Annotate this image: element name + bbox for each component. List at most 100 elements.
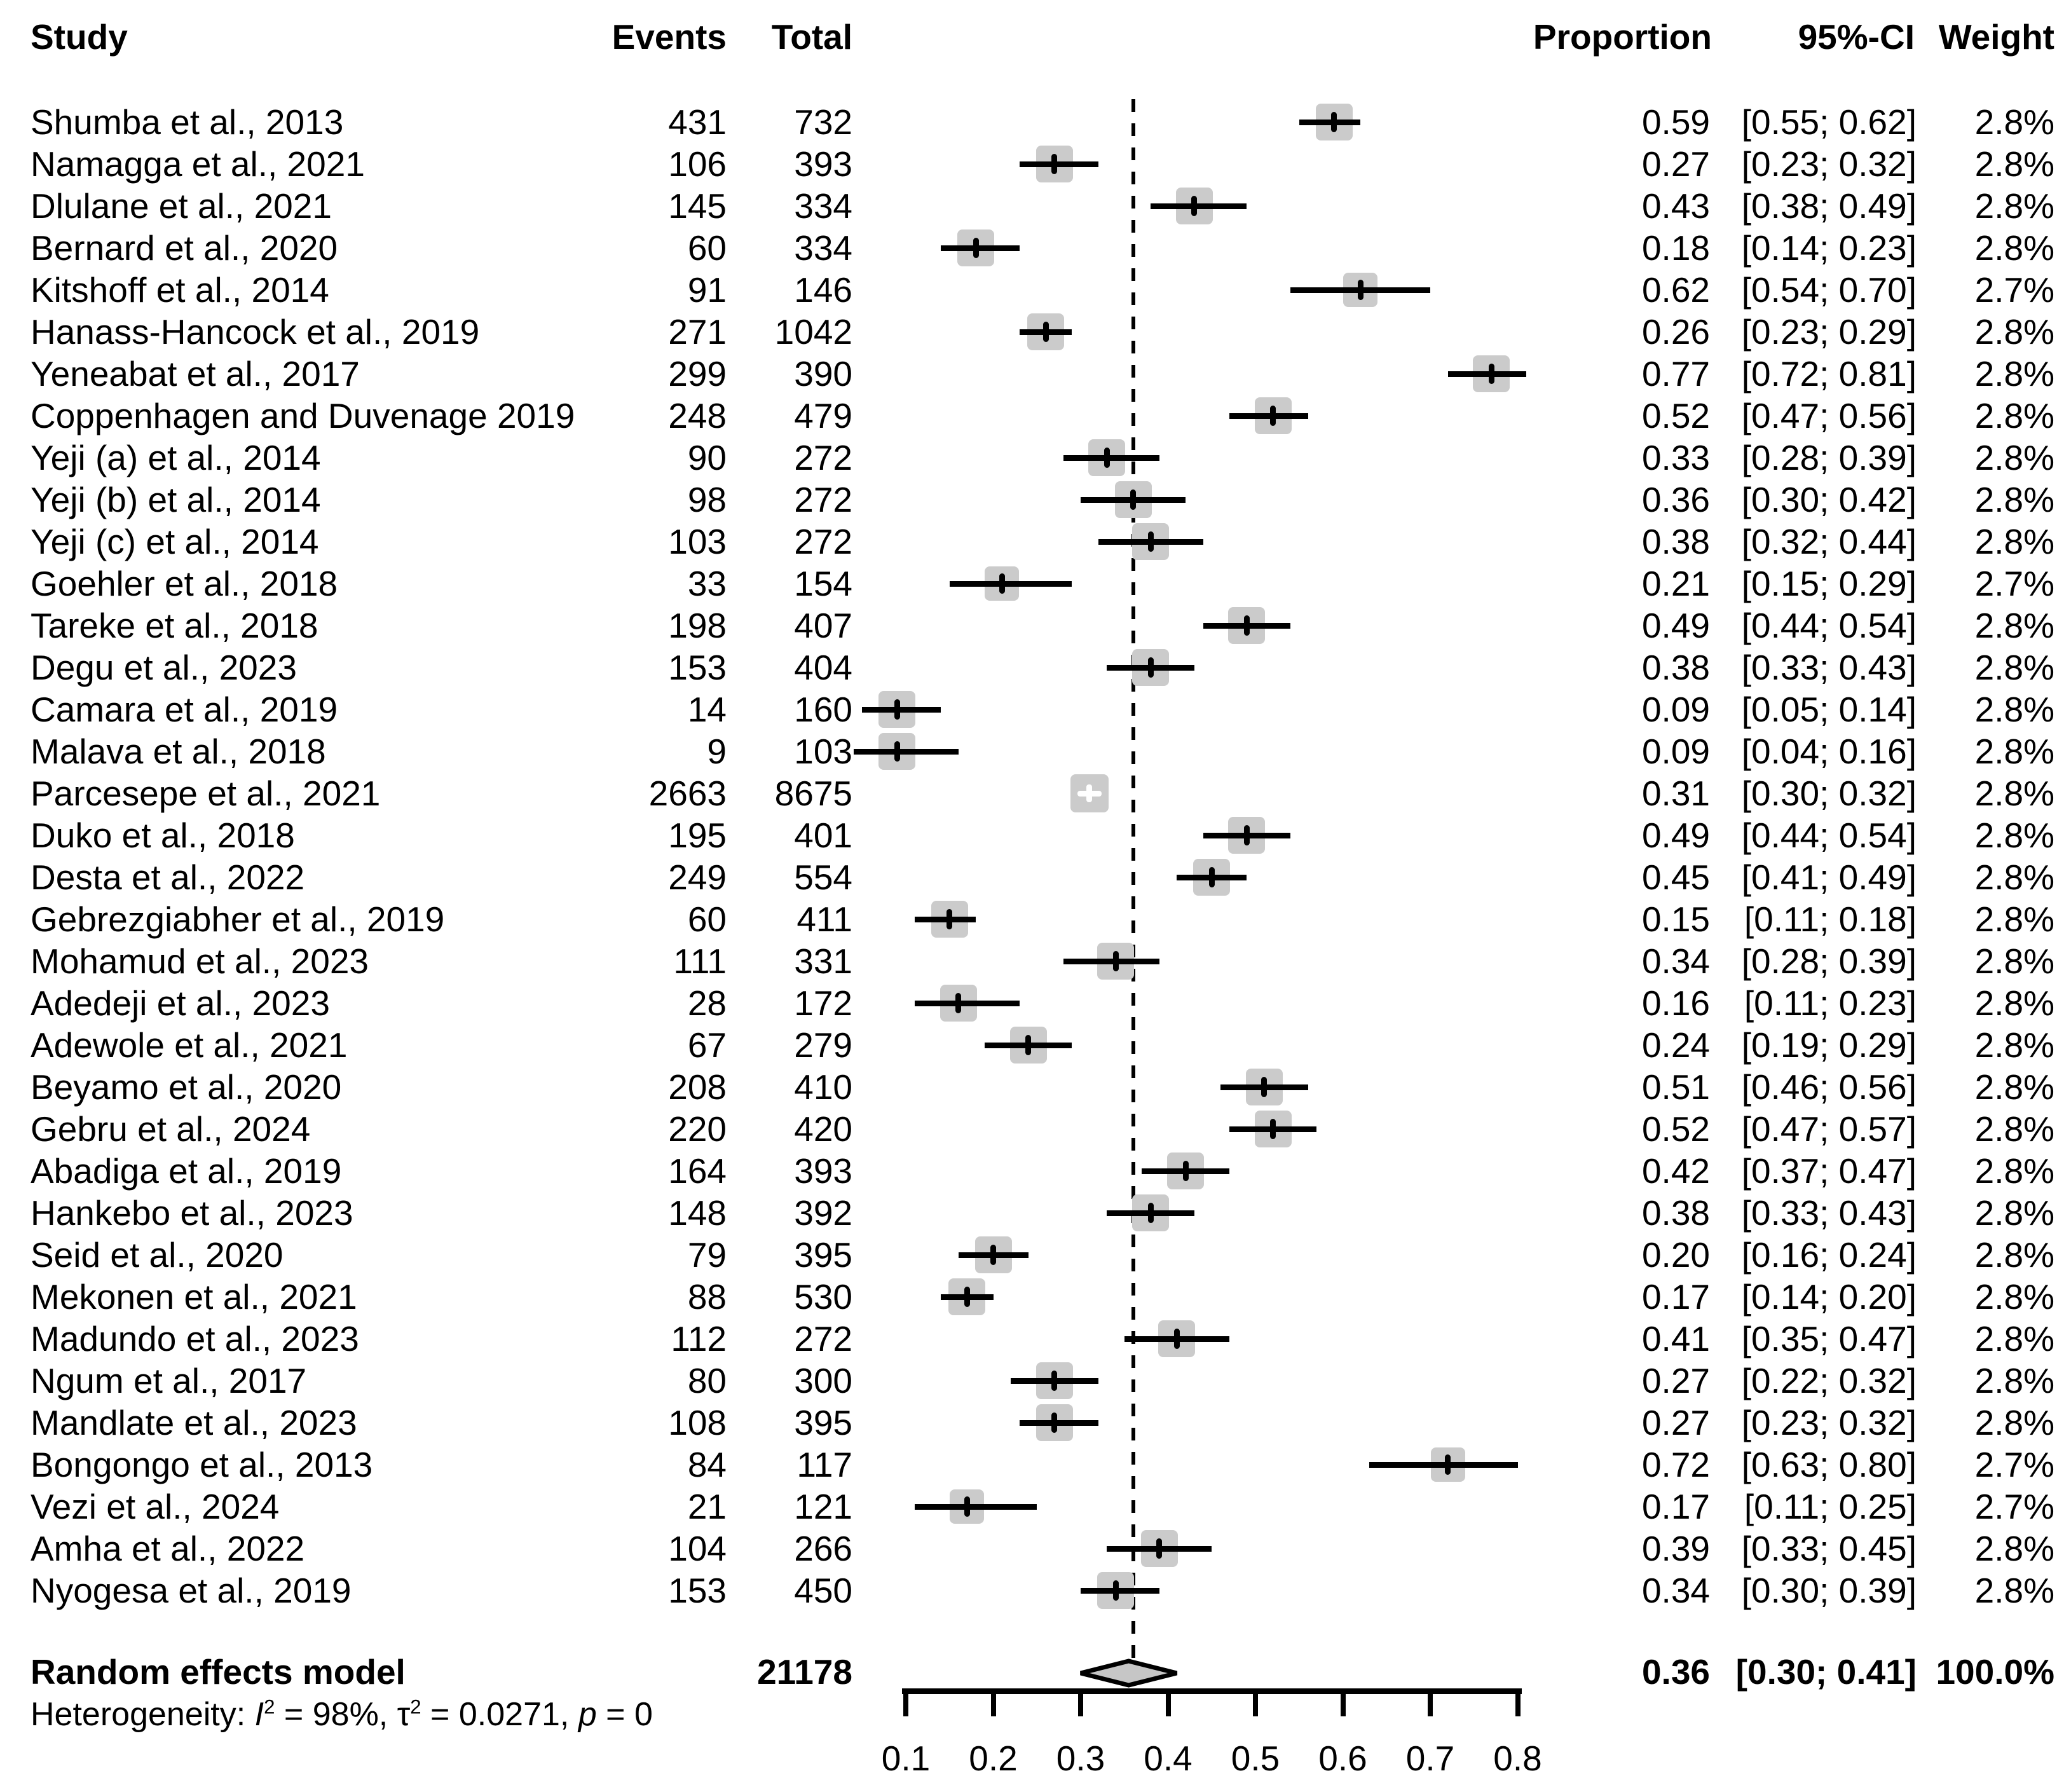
- summary-label: Random effects model: [31, 1652, 406, 1692]
- proportion-value: 0.33: [1641, 438, 1710, 477]
- i-squared-symbol: I: [254, 1696, 264, 1733]
- ci-value: [0.04; 0.16]: [1741, 732, 1917, 771]
- proportion-value: 0.27: [1641, 144, 1710, 184]
- proportion-value: 0.27: [1641, 1361, 1710, 1400]
- proportion-value: 0.16: [1641, 983, 1710, 1023]
- total-value: 393: [794, 144, 852, 184]
- total-value: 272: [794, 438, 852, 477]
- total-value: 407: [794, 606, 852, 645]
- ci-line: [914, 916, 976, 922]
- tau-squared-exponent: 2: [410, 1695, 421, 1718]
- events-value: 145: [668, 186, 727, 226]
- proportion-value: 0.59: [1641, 102, 1710, 142]
- ci-value: [0.14; 0.23]: [1741, 228, 1917, 268]
- proportion-value: 0.43: [1641, 186, 1710, 226]
- weight-value: 2.7%: [1974, 1445, 2054, 1484]
- total-value: 121: [794, 1487, 852, 1526]
- point-estimate-tick: [999, 573, 1005, 594]
- total-value: 8675: [774, 774, 852, 813]
- proportion-value: 0.21: [1641, 564, 1710, 603]
- events-value: 198: [668, 606, 727, 645]
- ci-value: [0.22; 0.32]: [1741, 1361, 1917, 1400]
- weight-value: 2.8%: [1974, 1571, 2054, 1610]
- events-value: 299: [668, 354, 727, 393]
- ci-value: [0.47; 0.57]: [1741, 1109, 1917, 1149]
- total-value: 334: [794, 186, 852, 226]
- proportion-value: 0.20: [1641, 1235, 1710, 1275]
- ci-value: [0.46; 0.56]: [1741, 1067, 1917, 1107]
- ci-value: [0.05; 0.14]: [1741, 690, 1917, 729]
- column-header-proportion: Proportion: [1533, 17, 1712, 57]
- ci-value: [0.44; 0.54]: [1741, 816, 1917, 855]
- point-estimate-tick: [1208, 867, 1215, 887]
- column-header-events: Events: [612, 17, 727, 57]
- ci-value: [0.14; 0.20]: [1741, 1277, 1917, 1317]
- study-label: Yeji (a) et al., 2014: [31, 438, 321, 477]
- weight-value: 2.8%: [1974, 1151, 2054, 1191]
- total-value: 172: [794, 983, 852, 1023]
- weight-value: 2.8%: [1974, 354, 2054, 393]
- events-value: 104: [668, 1529, 727, 1568]
- study-label: Parcesepe et al., 2021: [31, 774, 381, 813]
- events-value: 153: [668, 648, 727, 687]
- ci-value: [0.23; 0.32]: [1741, 144, 1917, 184]
- proportion-value: 0.31: [1641, 774, 1710, 813]
- proportion-value: 0.49: [1641, 816, 1710, 855]
- summary-proportion: 0.36: [1641, 1652, 1710, 1692]
- point-estimate-tick: [990, 1245, 996, 1265]
- study-label: Mohamud et al., 2023: [31, 941, 369, 981]
- point-estimate-tick: [1147, 1203, 1154, 1223]
- weight-value: 2.8%: [1974, 606, 2054, 645]
- ci-line: [853, 748, 959, 755]
- study-label: Malava et al., 2018: [31, 732, 326, 771]
- total-value: 279: [794, 1025, 852, 1065]
- weight-value: 2.8%: [1974, 1025, 2054, 1065]
- total-value: 395: [794, 1403, 852, 1442]
- study-label: Gebrezgiabher et al., 2019: [31, 899, 445, 939]
- summary-total: 21178: [757, 1652, 852, 1692]
- weight-value: 2.8%: [1974, 1193, 2054, 1233]
- ci-value: [0.19; 0.29]: [1741, 1025, 1917, 1065]
- weight-value: 2.8%: [1974, 1109, 2054, 1149]
- ci-value: [0.37; 0.47]: [1741, 1151, 1917, 1191]
- proportion-value: 0.41: [1641, 1319, 1710, 1358]
- ci-value: [0.35; 0.47]: [1741, 1319, 1917, 1358]
- events-value: 28: [687, 983, 727, 1023]
- study-label: Adewole et al., 2021: [31, 1025, 348, 1065]
- weight-value: 2.8%: [1974, 144, 2054, 184]
- study-label: Bongongo et al., 2013: [31, 1445, 373, 1484]
- study-label: Dlulane et al., 2021: [31, 186, 332, 226]
- events-value: 33: [687, 564, 727, 603]
- events-value: 80: [687, 1361, 727, 1400]
- point-estimate-tick: [1243, 615, 1250, 636]
- ci-value: [0.63; 0.80]: [1741, 1445, 1917, 1484]
- total-value: 154: [794, 564, 852, 603]
- ci-value: [0.54; 0.70]: [1741, 270, 1917, 310]
- study-label: Beyamo et al., 2020: [31, 1067, 342, 1107]
- proportion-value: 0.34: [1641, 1571, 1710, 1610]
- ci-line: [1151, 203, 1247, 209]
- study-label: Yeji (c) et al., 2014: [31, 522, 319, 561]
- total-value: 420: [794, 1109, 852, 1149]
- point-estimate-tick: [1331, 112, 1337, 132]
- point-estimate-tick: [894, 699, 900, 720]
- x-axis-tick: [903, 1688, 908, 1716]
- ci-value: [0.55; 0.62]: [1741, 102, 1917, 142]
- total-value: 266: [794, 1529, 852, 1568]
- proportion-value: 0.24: [1641, 1025, 1710, 1065]
- events-value: 431: [668, 102, 727, 142]
- proportion-value: 0.38: [1641, 1193, 1710, 1233]
- ci-value: [0.23; 0.32]: [1741, 1403, 1917, 1442]
- weight-value: 2.8%: [1974, 941, 2054, 981]
- total-value: 450: [794, 1571, 852, 1610]
- events-value: 88: [687, 1277, 727, 1317]
- point-estimate-tick: [1130, 489, 1136, 510]
- study-label: Duko et al., 2018: [31, 816, 295, 855]
- events-value: 91: [687, 270, 727, 310]
- x-axis-tick-label: 0.2: [969, 1739, 1018, 1778]
- point-estimate-tick: [1488, 364, 1494, 384]
- x-axis-tick: [990, 1688, 996, 1716]
- point-estimate-tick: [964, 1496, 970, 1517]
- proportion-value: 0.09: [1641, 690, 1710, 729]
